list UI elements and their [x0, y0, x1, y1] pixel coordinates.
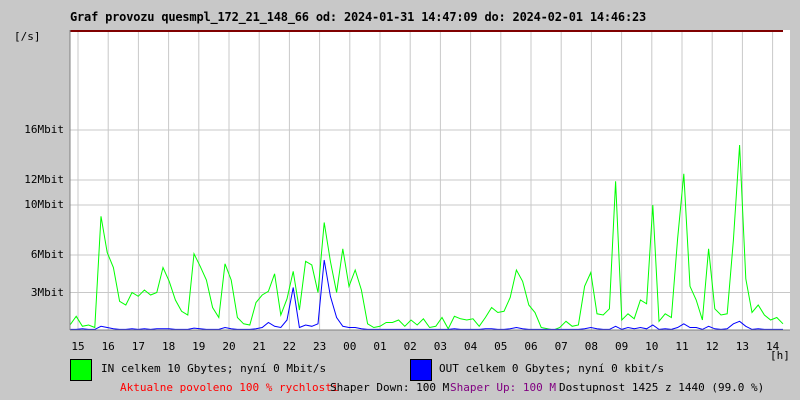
allowed-speed-text: Aktualne povoleno 100 % rychlosti — [120, 381, 339, 394]
legend-in-swatch — [70, 359, 92, 381]
series-layer — [69, 144, 784, 331]
y-tick-label: 3Mbit — [30, 285, 64, 299]
y-axis-unit: [/s] — [14, 30, 41, 43]
x-tick-label: 16 — [101, 340, 115, 353]
grid — [70, 30, 790, 330]
x-tick-label: 20 — [222, 340, 236, 353]
series-line-in — [69, 144, 784, 331]
shaper-down-text: Shaper Down: 100 M — [330, 381, 450, 394]
x-tick-label: 22 — [282, 340, 297, 353]
shaper-up-text: Shaper Up: 100 M — [450, 381, 556, 394]
chart-title: Graf provozu quesmpl_172_21_148_66 od: 2… — [70, 10, 647, 24]
x-axis-unit: [h] — [770, 349, 790, 362]
x-tick-label: 03 — [433, 340, 448, 353]
x-tick-label: 01 — [373, 340, 387, 353]
x-tick-label: 13 — [735, 340, 750, 353]
x-tick-label: 10 — [645, 340, 659, 353]
x-tick-label: 08 — [584, 340, 599, 353]
x-tick-label: 04 — [463, 340, 478, 353]
y-tick-label: 16Mbit — [24, 123, 64, 136]
y-tick-label: 12Mbit — [24, 173, 64, 186]
x-tick-label: 15 — [71, 340, 85, 353]
x-tick-label: 11 — [675, 340, 689, 353]
x-tick-label: 06 — [524, 340, 538, 353]
x-tick-label: 23 — [312, 340, 327, 353]
x-tick-label: 09 — [614, 340, 629, 353]
series-line-out — [70, 259, 783, 330]
x-tick-label: 05 — [494, 340, 508, 353]
y-tick-label: 6Mbit — [30, 248, 64, 261]
legend-out-label: OUT celkem 0 Gbytes; nyní 0 kbit/s — [439, 362, 665, 375]
availability-text: Dostupnost 1425 z 1440 (99.0 %) — [559, 381, 765, 394]
x-tick-label: 12 — [705, 340, 719, 353]
x-tick-label: 07 — [554, 340, 568, 353]
x-tick-label: 17 — [131, 340, 146, 353]
y-tick-label: 10Mbit — [24, 198, 64, 211]
x-tick-label: 00 — [343, 340, 357, 353]
x-tick-label: 21 — [252, 340, 266, 353]
legend-out-swatch — [410, 359, 432, 381]
legend-in-label: IN celkem 10 Gbytes; nyní 0 Mbit/s — [101, 362, 327, 375]
x-tick-label: 14 — [765, 340, 780, 353]
x-tick-label: 02 — [403, 340, 417, 353]
x-tick-label: 19 — [192, 340, 206, 353]
x-tick-label: 18 — [161, 340, 176, 353]
